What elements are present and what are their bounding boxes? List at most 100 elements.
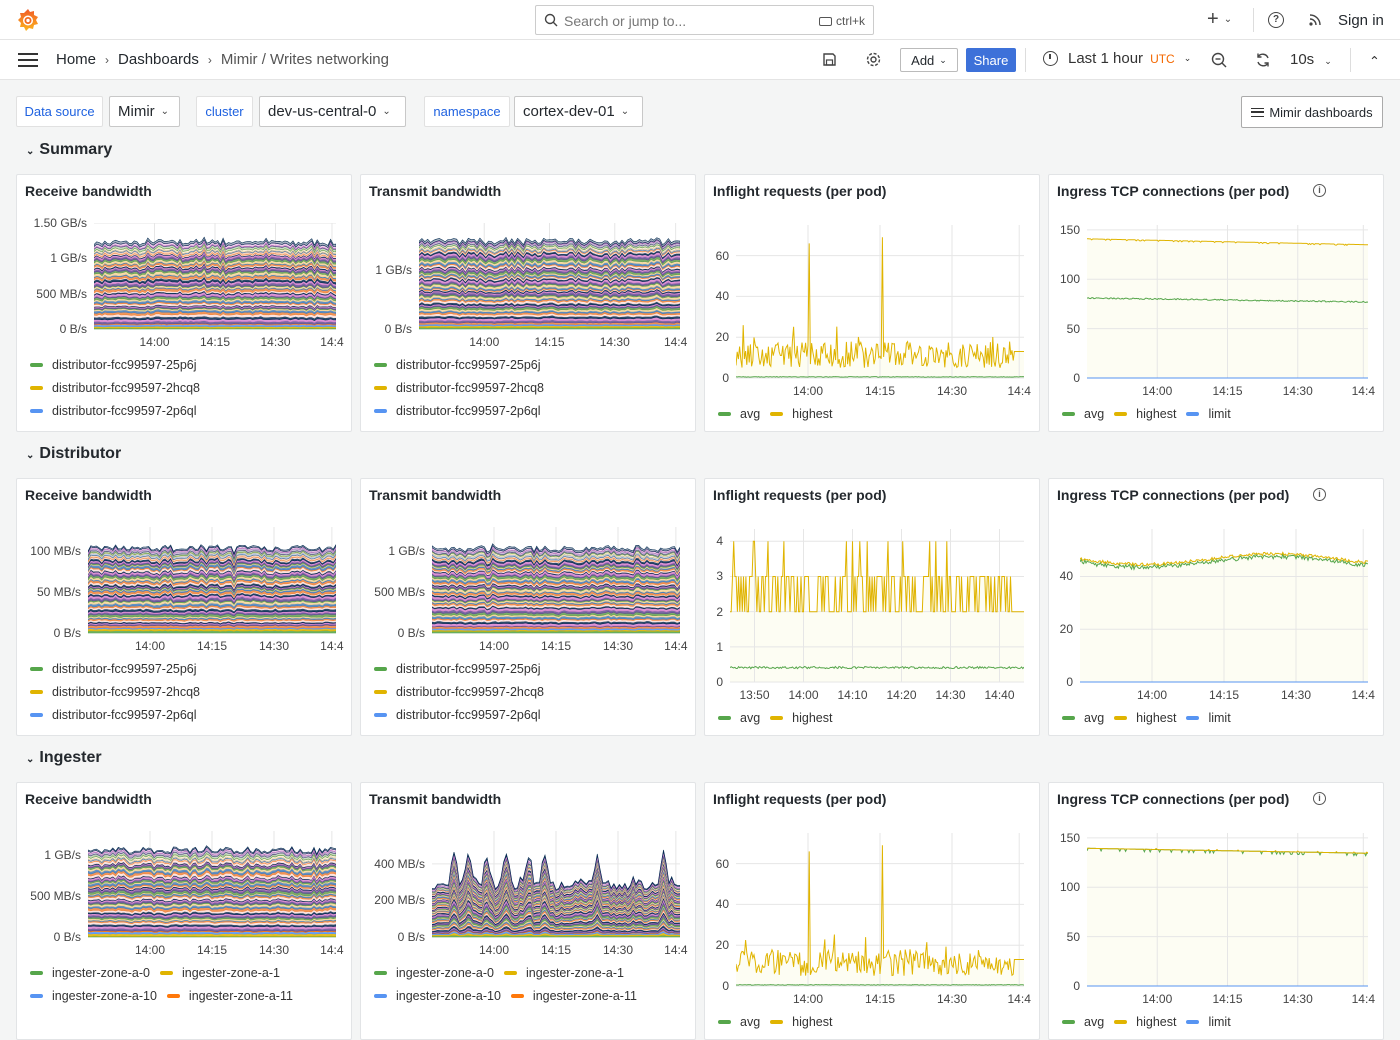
- menu-hamburger-icon[interactable]: [18, 53, 38, 67]
- legend-item[interactable]: ingester-zone-a-1: [159, 964, 280, 981]
- legend-item[interactable]: limit: [1186, 709, 1231, 726]
- plot-area[interactable]: [94, 223, 336, 331]
- legend-item[interactable]: highest: [1114, 1013, 1176, 1030]
- plot-area[interactable]: [736, 833, 1024, 988]
- search-input[interactable]: Search or jump to... ctrl+k: [535, 5, 874, 35]
- x-axis-tick: 14:20: [886, 688, 917, 702]
- series-line: [736, 376, 1024, 378]
- plot-area[interactable]: [88, 831, 336, 939]
- legend: avg highest limit: [1062, 1013, 1375, 1030]
- section-header-summary[interactable]: ⌄ Summary: [26, 141, 112, 159]
- section-header-ingester[interactable]: ⌄ Ingester: [26, 749, 102, 767]
- settings-gear-icon[interactable]: [865, 51, 882, 68]
- legend-item[interactable]: highest: [1114, 405, 1176, 422]
- new-button[interactable]: + ⌄: [1207, 8, 1232, 31]
- legend-item[interactable]: distributor-fcc99597-25p6j: [374, 660, 687, 677]
- legend-item[interactable]: distributor-fcc99597-25p6j: [374, 356, 687, 373]
- legend-item[interactable]: ingester-zone-a-1: [503, 964, 624, 981]
- refresh-icon[interactable]: [1255, 52, 1271, 68]
- section-header-distributor[interactable]: ⌄ Distributor: [26, 445, 121, 463]
- legend-item[interactable]: distributor-fcc99597-2hcq8: [374, 683, 687, 700]
- legend-item[interactable]: highest: [770, 709, 832, 726]
- legend-item[interactable]: highest: [1114, 709, 1176, 726]
- legend-item[interactable]: ingester-zone-a-10: [30, 987, 157, 1004]
- legend-item[interactable]: distributor-fcc99597-2hcq8: [30, 379, 343, 396]
- mimir-dashboards-button[interactable]: Mimir dashboards: [1241, 96, 1383, 128]
- legend-item[interactable]: avg: [718, 1013, 760, 1030]
- legend-swatch: [30, 385, 43, 390]
- legend-item[interactable]: avg: [718, 709, 760, 726]
- refresh-interval-picker[interactable]: 10s ⌄: [1290, 51, 1332, 68]
- panel-title[interactable]: Transmit bandwidth: [369, 183, 502, 199]
- plot-area[interactable]: [736, 225, 1024, 380]
- legend-item[interactable]: distributor-fcc99597-2p6ql: [30, 402, 343, 419]
- legend-item[interactable]: avg: [1062, 1013, 1104, 1030]
- zoom-out-icon[interactable]: [1211, 52, 1227, 68]
- x-axis-tick: 14:00: [139, 335, 170, 349]
- legend-item[interactable]: distributor-fcc99597-25p6j: [30, 660, 343, 677]
- legend-item[interactable]: distributor-fcc99597-2p6ql: [374, 706, 687, 723]
- legend-item[interactable]: highest: [770, 1013, 832, 1030]
- mimir-dashboards-label: Mimir dashboards: [1269, 104, 1373, 120]
- panel-title[interactable]: Receive bandwidth: [25, 487, 152, 503]
- legend-item[interactable]: avg: [1062, 405, 1104, 422]
- legend-item[interactable]: ingester-zone-a-11: [510, 987, 637, 1004]
- legend-item[interactable]: ingester-zone-a-0: [374, 964, 494, 981]
- plot-area[interactable]: [432, 831, 680, 939]
- info-icon[interactable]: i: [1313, 488, 1326, 501]
- plot-area[interactable]: [1087, 225, 1368, 380]
- legend-item[interactable]: limit: [1186, 1013, 1231, 1030]
- time-range-picker[interactable]: Last 1 hour UTC ⌄: [1043, 50, 1191, 67]
- panel-title[interactable]: Transmit bandwidth: [369, 791, 502, 807]
- plot-area[interactable]: [432, 527, 680, 635]
- section-title: Summary: [39, 141, 113, 158]
- panel-title[interactable]: Inflight requests (per pod): [713, 791, 887, 807]
- grafana-logo-icon[interactable]: [17, 8, 39, 32]
- breadcrumb-dashboards[interactable]: Dashboards: [118, 51, 199, 68]
- sign-in-link[interactable]: Sign in: [1338, 12, 1384, 29]
- legend-item[interactable]: avg: [718, 405, 760, 422]
- info-icon[interactable]: i: [1313, 792, 1326, 805]
- plot-area[interactable]: [730, 529, 1024, 684]
- cluster-select[interactable]: dev-us-central-0 ⌄: [259, 96, 406, 127]
- plot-area[interactable]: [1080, 529, 1368, 684]
- plot-area[interactable]: [419, 223, 680, 331]
- save-icon[interactable]: [822, 52, 837, 67]
- legend-item[interactable]: distributor-fcc99597-25p6j: [30, 356, 343, 373]
- panel-title[interactable]: Receive bandwidth: [25, 791, 152, 807]
- share-button[interactable]: Share: [966, 48, 1016, 72]
- x-axis-tick: 13:50: [739, 688, 770, 702]
- y-axis-tick: 0: [1073, 371, 1080, 385]
- panel-title[interactable]: Transmit bandwidth: [369, 487, 502, 503]
- panel-title[interactable]: Inflight requests (per pod): [713, 183, 887, 199]
- legend-item[interactable]: limit: [1186, 405, 1231, 422]
- legend-item[interactable]: distributor-fcc99597-2p6ql: [374, 402, 687, 419]
- add-button[interactable]: Add ⌄: [900, 48, 958, 72]
- legend-item[interactable]: distributor-fcc99597-2p6ql: [30, 706, 343, 723]
- panel-title[interactable]: Ingress TCP connections (per pod): [1057, 183, 1290, 199]
- y-axis-tick: 40: [715, 897, 729, 912]
- panel-title[interactable]: Receive bandwidth: [25, 183, 152, 199]
- plot-area[interactable]: [88, 527, 336, 635]
- legend-item[interactable]: ingester-zone-a-0: [30, 964, 150, 981]
- y-axis-tick: 100 MB/s: [30, 544, 81, 559]
- panel-title[interactable]: Ingress TCP connections (per pod): [1057, 487, 1290, 503]
- namespace-select[interactable]: cortex-dev-01 ⌄: [514, 96, 643, 127]
- legend-item[interactable]: distributor-fcc99597-2hcq8: [374, 379, 687, 396]
- legend-item[interactable]: ingester-zone-a-10: [374, 987, 501, 1004]
- breadcrumb-home[interactable]: Home: [56, 51, 97, 68]
- legend-item[interactable]: highest: [770, 405, 832, 422]
- divider: [1253, 8, 1254, 32]
- panel-title[interactable]: Ingress TCP connections (per pod): [1057, 791, 1290, 807]
- help-icon[interactable]: ?: [1268, 12, 1284, 28]
- panel-inflight-requests-per-pod: Inflight requests (per pod) 0 20 40 60 14:00 1…: [704, 174, 1040, 432]
- legend-item[interactable]: ingester-zone-a-11: [166, 987, 293, 1004]
- plot-area[interactable]: [1087, 833, 1368, 988]
- news-feed-icon[interactable]: [1308, 12, 1323, 27]
- legend-item[interactable]: distributor-fcc99597-2hcq8: [30, 683, 343, 700]
- panel-title[interactable]: Inflight requests (per pod): [713, 487, 887, 503]
- collapse-chevron-up-icon[interactable]: ⌄: [1369, 53, 1380, 68]
- info-icon[interactable]: i: [1313, 184, 1326, 197]
- datasource-select[interactable]: Mimir ⌄: [109, 96, 180, 127]
- legend-item[interactable]: avg: [1062, 709, 1104, 726]
